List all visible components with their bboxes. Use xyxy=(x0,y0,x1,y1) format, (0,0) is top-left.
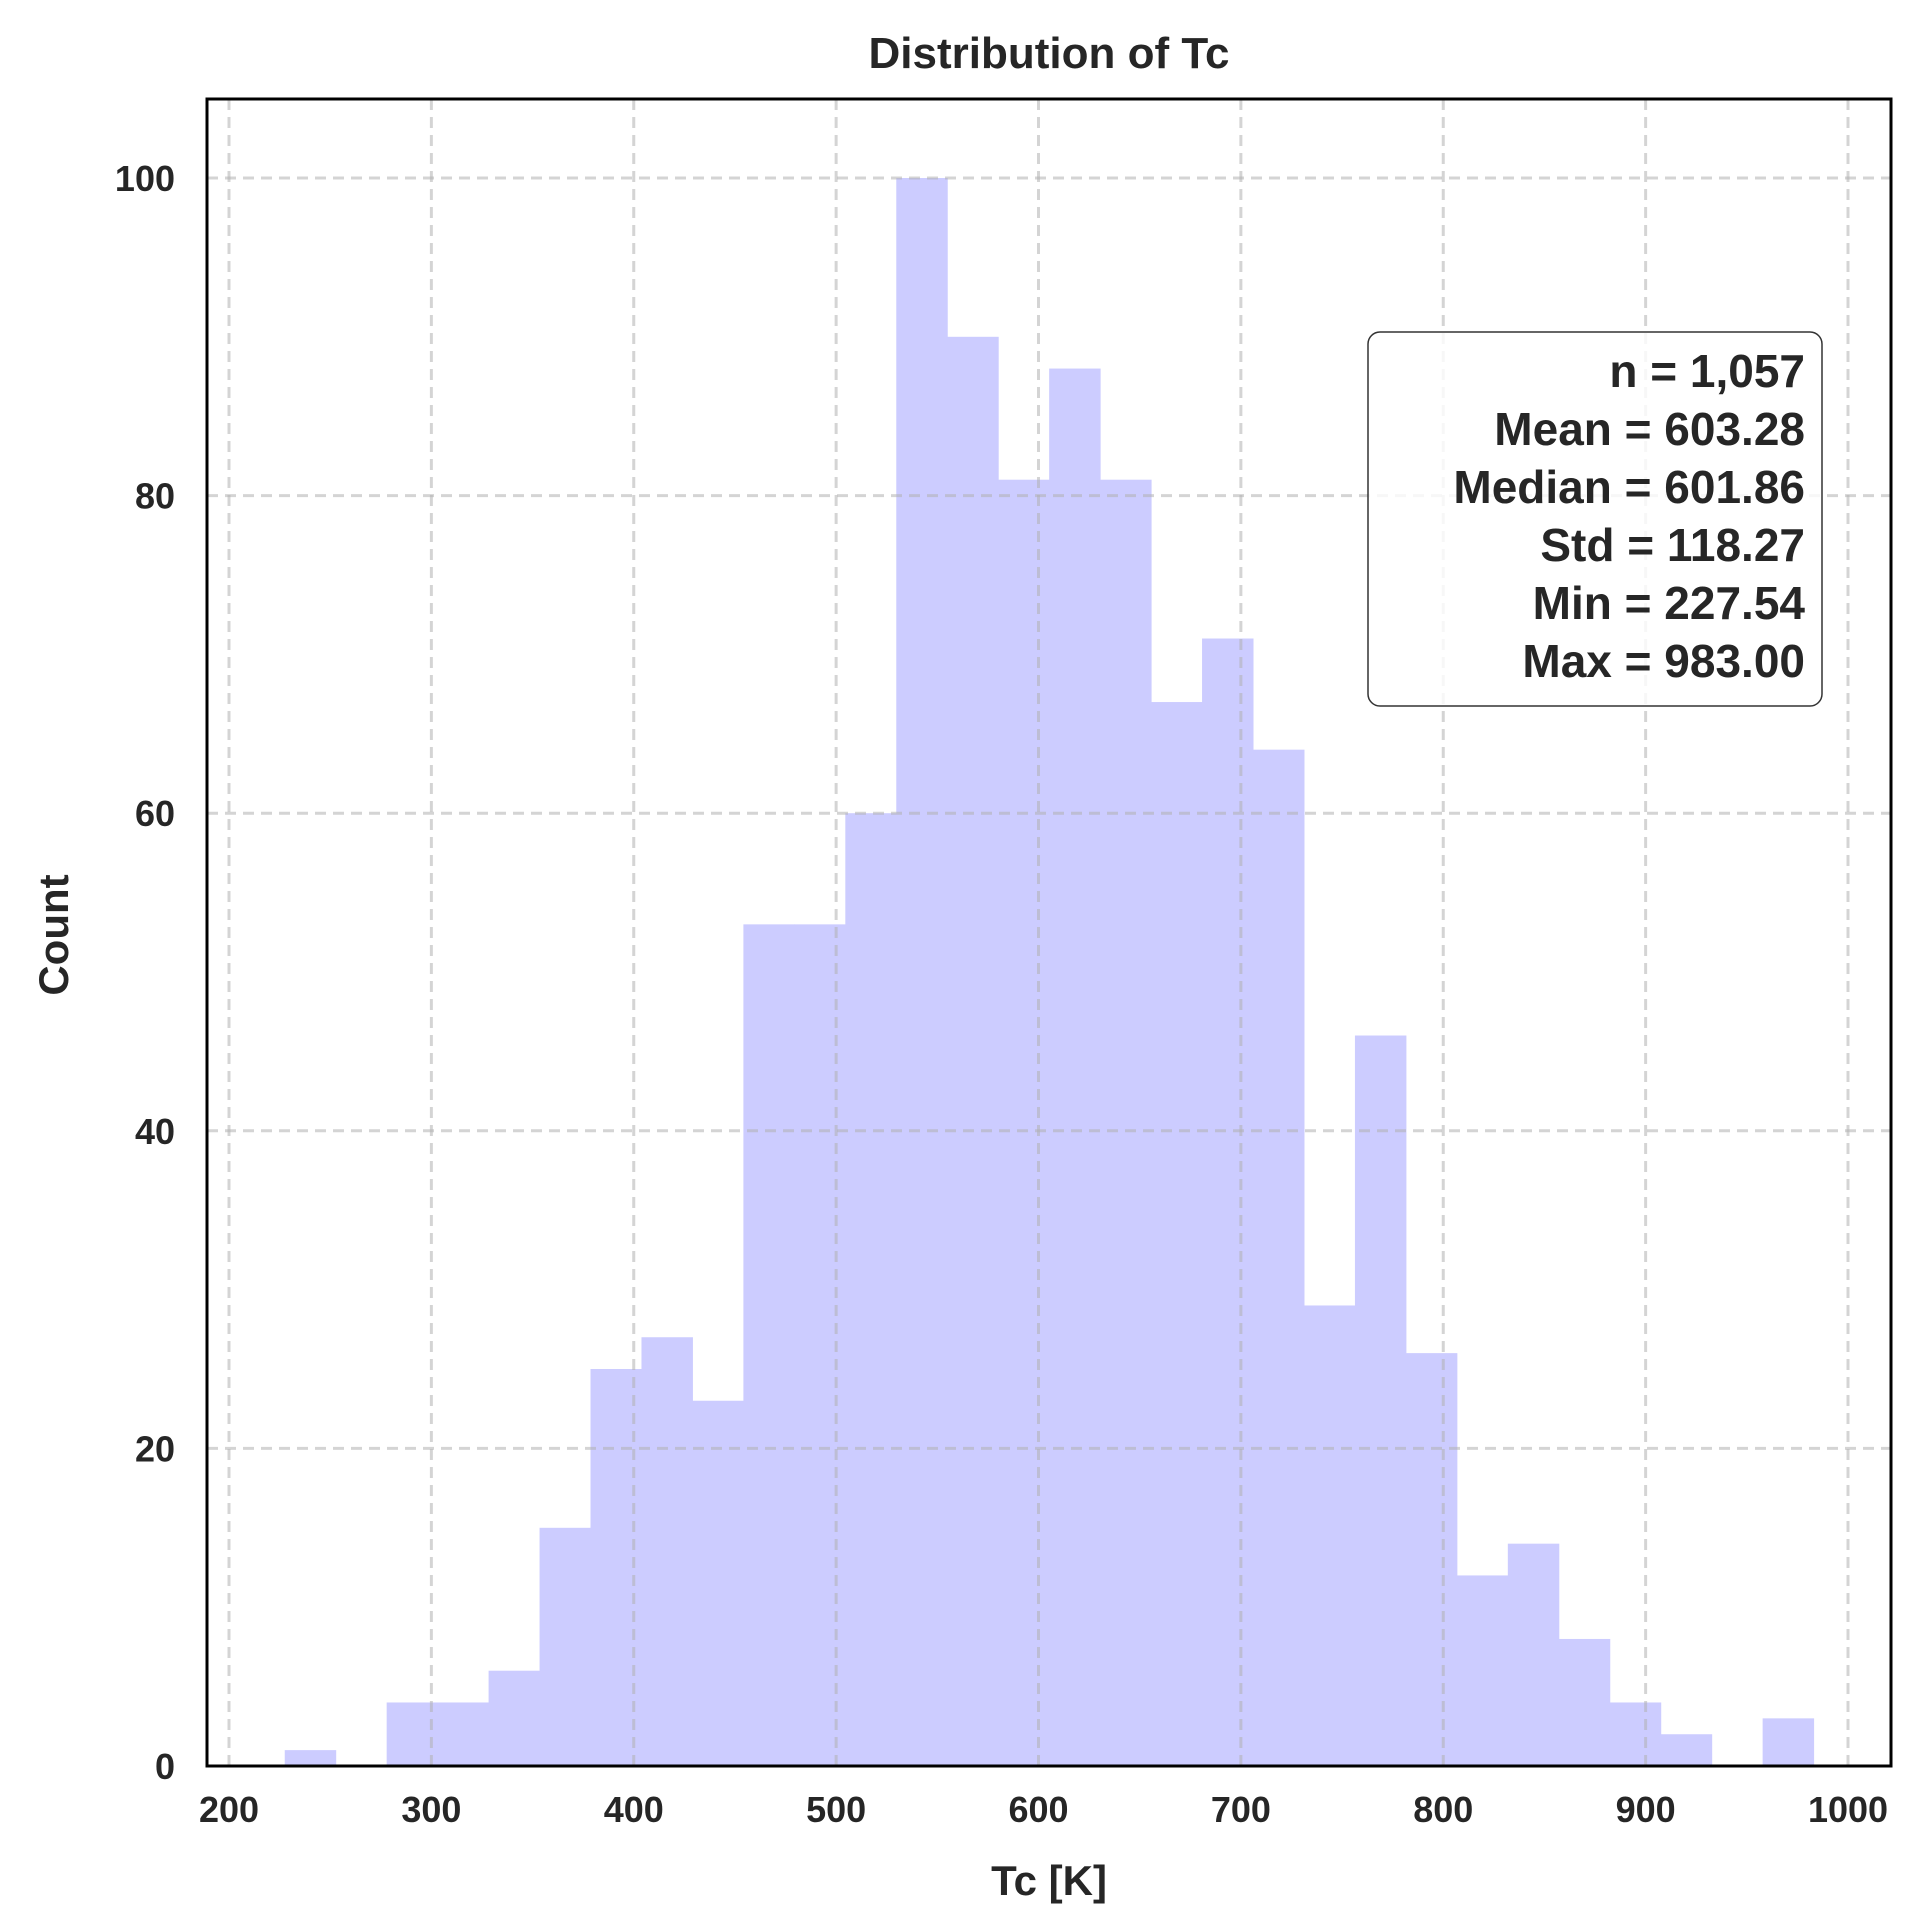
stat-min: Min = 227.54 xyxy=(1533,577,1806,629)
y-tick-label: 0 xyxy=(155,1746,175,1787)
stats-box: n = 1,057 Mean = 603.28 Median = 601.86 … xyxy=(1367,331,1823,707)
plot-frame xyxy=(205,97,1893,1768)
x-tick-label: 700 xyxy=(1211,1789,1271,1830)
histogram-bar xyxy=(539,1527,592,1766)
histogram-bar xyxy=(1660,1734,1713,1766)
stat-std: Std = 118.27 xyxy=(1540,519,1805,571)
x-tick-label: 600 xyxy=(1008,1789,1068,1830)
histogram-bar xyxy=(1049,368,1101,1766)
y-tick-label: 80 xyxy=(135,476,175,517)
y-tick-label: 60 xyxy=(135,793,175,834)
histogram-bar xyxy=(641,1337,693,1766)
histogram-bar xyxy=(1456,1575,1509,1766)
histogram-bar xyxy=(845,813,897,1766)
histogram-bar xyxy=(386,1702,439,1766)
stat-n: n = 1,057 xyxy=(1609,345,1805,397)
x-tick-label: 1000 xyxy=(1808,1789,1888,1830)
histogram-bar xyxy=(692,1400,744,1766)
x-axis-ticks: 200 300 400 500 600 700 800 900 1000 xyxy=(199,1789,1888,1830)
x-tick-label: 200 xyxy=(199,1789,259,1830)
x-tick-label: 400 xyxy=(604,1789,664,1830)
x-tick-label: 300 xyxy=(401,1789,461,1830)
x-tick-label: 500 xyxy=(806,1789,866,1830)
y-tick-label: 40 xyxy=(135,1111,175,1152)
histogram-bar xyxy=(794,924,846,1766)
histogram-bar xyxy=(1558,1638,1611,1766)
histogram-bar xyxy=(1507,1543,1560,1766)
stat-median: Median = 601.86 xyxy=(1453,461,1805,513)
histogram-bar xyxy=(1609,1702,1662,1766)
histogram-bar xyxy=(1151,702,1203,1766)
stat-max: Max = 983.00 xyxy=(1522,635,1805,687)
histogram-bar xyxy=(1762,1718,1815,1766)
y-tick-label: 100 xyxy=(115,158,175,199)
histogram-bar xyxy=(947,336,999,1766)
y-axis-label: Count xyxy=(30,874,77,995)
x-tick-label: 900 xyxy=(1616,1789,1676,1830)
histogram-bar xyxy=(1100,479,1152,1767)
y-tick-label: 20 xyxy=(135,1428,175,1469)
stats-box-frame xyxy=(1367,331,1823,707)
x-tick-label: 800 xyxy=(1413,1789,1473,1830)
histogram-bar xyxy=(1303,1305,1356,1766)
histogram-bar xyxy=(743,924,795,1766)
y-axis-ticks: 0 20 40 60 80 100 xyxy=(115,158,175,1787)
histogram-bar xyxy=(1405,1353,1458,1766)
histogram-bars xyxy=(284,178,1815,1767)
histogram-bar xyxy=(1354,1035,1407,1766)
histogram-bar xyxy=(488,1670,541,1766)
histogram-bar xyxy=(284,1750,337,1766)
histogram-bar xyxy=(998,479,1050,1767)
chart-title: Distribution of Tc xyxy=(869,29,1230,78)
histogram-bar xyxy=(1253,749,1305,1766)
x-axis-label: Tc [K] xyxy=(991,1857,1107,1904)
histogram-bar xyxy=(1202,638,1254,1766)
histogram-bar xyxy=(437,1702,490,1766)
stat-mean: Mean = 603.28 xyxy=(1494,403,1805,455)
histogram-bar xyxy=(896,178,948,1766)
